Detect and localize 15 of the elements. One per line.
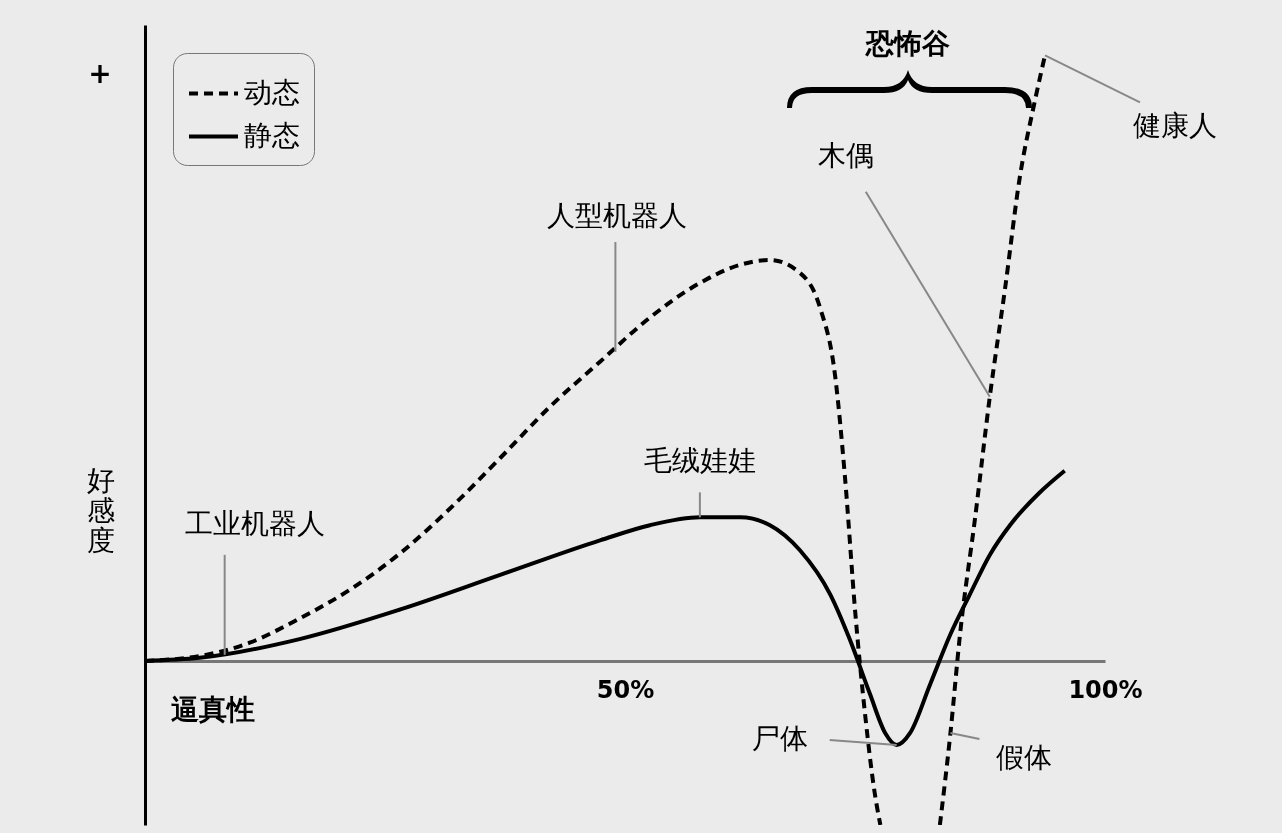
legend-label: 动态 <box>244 75 300 109</box>
legend-label: 静态 <box>244 118 300 152</box>
x-axis-title: 逼真性 <box>170 693 255 727</box>
annotation: 木偶 <box>817 138 874 172</box>
annotation: 毛绒娃娃 <box>643 444 756 478</box>
text: + <box>88 57 112 90</box>
y-axis-title: 好感度 <box>86 463 115 557</box>
x-tick-label: 50% <box>596 676 655 705</box>
annotation: 假体 <box>996 740 1053 774</box>
annotation: 工业机器人 <box>184 506 325 540</box>
annotation: 人型机器人 <box>547 199 688 233</box>
annotation: 尸体 <box>751 722 808 756</box>
annotation: 恐怖谷 <box>865 27 950 60</box>
annotation: 健康人 <box>1133 109 1217 143</box>
x-tick-label: 100% <box>1068 676 1143 705</box>
